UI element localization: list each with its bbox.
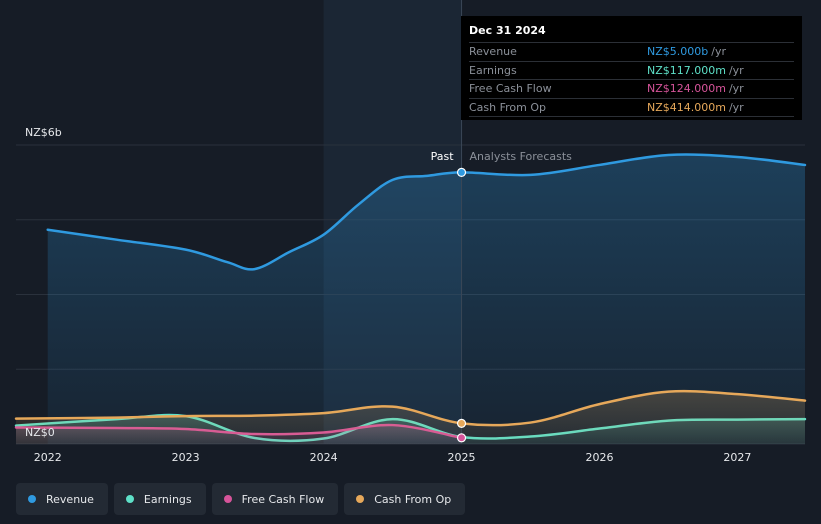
x-tick-label-2026: 2026 — [585, 451, 613, 464]
x-tick-label-2023: 2023 — [172, 451, 200, 464]
data-tooltip: Dec 31 2024 Revenue NZ$5.000b /yr Earnin… — [461, 16, 802, 120]
y-axis-bottom-label: NZ$0 — [25, 426, 55, 439]
tooltip-label: Revenue — [469, 45, 517, 58]
legend-dot-icon — [356, 495, 365, 503]
series-area-cash-from-op — [16, 391, 805, 444]
chart-legend: Revenue Earnings Free Cash Flow Cash Fro… — [16, 483, 466, 515]
x-tick-label-2025: 2025 — [448, 451, 476, 464]
tooltip-unit: /yr — [728, 63, 744, 77]
tooltip-unit: /yr — [728, 100, 744, 114]
y-axis-top-label: NZ$6b — [25, 126, 62, 139]
tooltip-value: NZ$5.000b — [647, 45, 709, 58]
legend-label: Free Cash Flow — [241, 492, 325, 506]
tooltip-row-earnings: Earnings NZ$117.000m /yr — [469, 60, 794, 80]
legend-label: Cash From Op — [374, 492, 452, 506]
tooltip-row-free-cash-flow: Free Cash Flow NZ$124.000m /yr — [469, 79, 794, 98]
legend-label: Revenue — [46, 492, 94, 506]
tooltip-value: NZ$124.000m — [647, 82, 726, 95]
x-tick-label-2022: 2022 — [34, 451, 62, 464]
tooltip-value: NZ$414.000m — [647, 100, 726, 114]
legend-label: Earnings — [143, 492, 192, 506]
tooltip-date: Dec 31 2024 — [469, 24, 546, 37]
past-label: Past — [431, 150, 455, 163]
tooltip-label: Earnings — [469, 63, 517, 77]
tooltip-unit: /yr — [728, 82, 744, 95]
series-line-cash-from-op — [14, 389, 807, 427]
x-tick-label-2024: 2024 — [310, 451, 338, 464]
tooltip-value: NZ$117.000m — [647, 63, 726, 77]
tooltip-row-cash-from-op: Cash From Op NZ$414.000m /yr — [469, 97, 794, 117]
highlight-point-1 — [456, 418, 467, 428]
legend-item-revenue[interactable]: Revenue — [16, 483, 108, 515]
legend-dot-icon — [223, 495, 232, 503]
tooltip-label: Cash From Op — [469, 100, 547, 114]
tooltip-label: Free Cash Flow — [469, 82, 552, 95]
forecast-label: Analysts Forecasts — [470, 150, 573, 163]
series-area-revenue — [47, 154, 805, 444]
legend-item-earnings[interactable]: Earnings — [113, 483, 206, 515]
highlight-point-0 — [456, 167, 467, 178]
tooltip-row-revenue: Revenue NZ$5.000b /yr — [469, 42, 794, 61]
highlight-point-2 — [456, 433, 467, 443]
legend-dot-icon — [28, 495, 36, 503]
legend-item-cash-from-op[interactable]: Cash From Op — [344, 483, 466, 515]
x-tick-label-2027: 2027 — [723, 451, 751, 464]
tooltip-unit: /yr — [711, 45, 726, 58]
series-line-revenue — [46, 153, 807, 271]
legend-dot-icon — [125, 495, 134, 503]
legend-item-free-cash-flow[interactable]: Free Cash Flow — [211, 483, 339, 515]
